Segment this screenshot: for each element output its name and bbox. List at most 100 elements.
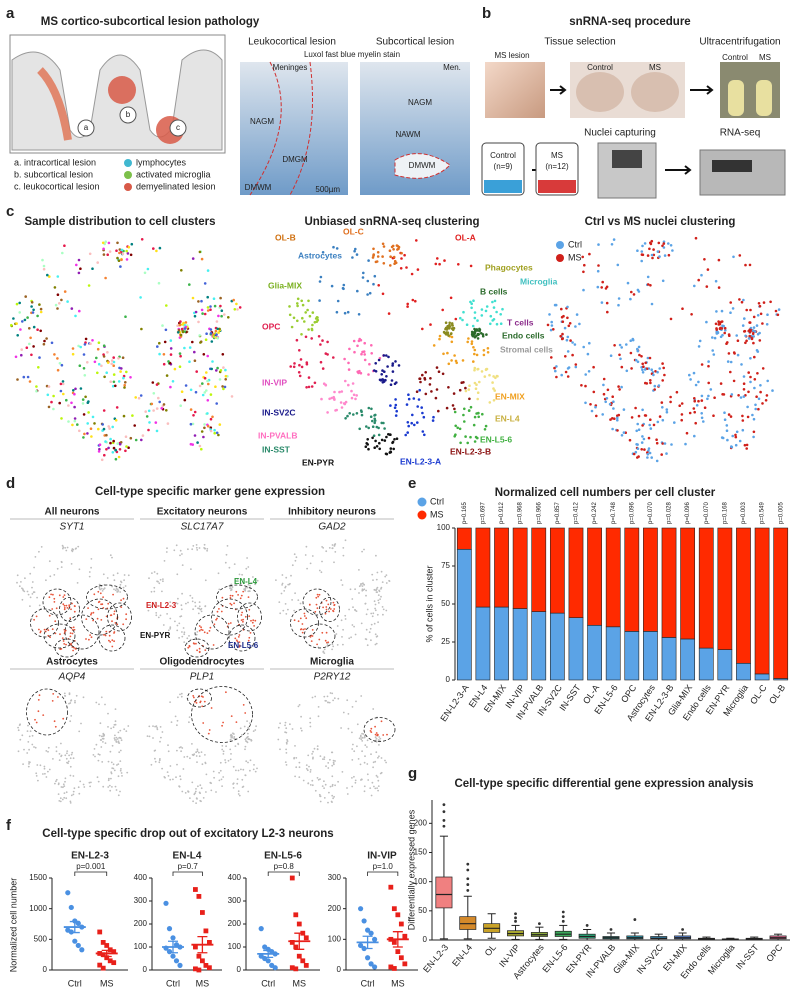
- cell-dot: [561, 332, 564, 336]
- cell-dot: [360, 622, 363, 625]
- cell-dot: [247, 732, 249, 735]
- cell-dot: [332, 797, 334, 800]
- cell-dot: [339, 401, 343, 404]
- cell-dot: [394, 398, 397, 401]
- cell-dot: [207, 382, 210, 386]
- cell-dot: [180, 608, 183, 611]
- cell-dot: [219, 369, 223, 372]
- cell-dot: [651, 256, 654, 260]
- cluster-label: EN-L4: [495, 413, 520, 423]
- panel-label: b: [482, 5, 491, 22]
- cell-dot: [316, 777, 319, 779]
- cell-dot: [63, 692, 66, 695]
- cell-dot: [111, 645, 114, 648]
- cell-dot: [181, 790, 184, 793]
- cell-dot: [421, 411, 424, 415]
- cell-dot: [44, 772, 46, 775]
- cell-dot: [53, 353, 56, 356]
- cell-dot: [255, 725, 257, 728]
- cell-dot: [300, 299, 304, 303]
- cell-dot: [689, 378, 692, 381]
- cell-dot: [245, 740, 247, 742]
- cell-dot: [346, 793, 349, 795]
- cell-dot: [27, 765, 30, 768]
- cell-dot: [199, 799, 202, 802]
- cell-dot: [374, 633, 377, 636]
- cell-dot: [111, 585, 113, 588]
- cell-dot: [311, 696, 314, 699]
- cell-dot: [372, 708, 375, 710]
- cell-dot: [341, 286, 345, 290]
- gene-name: P2RY12: [314, 672, 351, 683]
- x-tick-label: MS: [391, 978, 405, 988]
- cell-dot: [418, 388, 422, 392]
- cell-dot: [309, 725, 312, 728]
- cell-type: Astrocytes: [46, 657, 98, 668]
- cell-dot: [200, 447, 203, 451]
- cell-dot: [616, 429, 619, 432]
- cell-dot: [470, 302, 474, 306]
- cell-dot: [212, 335, 215, 338]
- cell-dot: [14, 355, 18, 359]
- cell-dot: [229, 587, 231, 590]
- cell-dot: [277, 738, 280, 741]
- cell-dot: [752, 435, 755, 439]
- cell-dot: [115, 406, 119, 409]
- cell-dot: [629, 339, 632, 343]
- cell-dot: [96, 371, 99, 375]
- cell-dot: [641, 244, 644, 248]
- cell-dot: [466, 441, 470, 445]
- cell-dot: [662, 366, 665, 370]
- cell-dot: [71, 751, 74, 754]
- cell-dot: [217, 314, 220, 318]
- cell-dot: [230, 603, 233, 606]
- cell-dot: [122, 586, 125, 589]
- cell-dot: [191, 340, 194, 344]
- cell-dot: [192, 414, 195, 417]
- cell-dot: [240, 614, 243, 616]
- cell-dot: [111, 786, 113, 788]
- cell-dot: [95, 701, 98, 704]
- cell-dot: [657, 241, 661, 245]
- cell-dot: [159, 578, 162, 581]
- cell-dot: [184, 792, 187, 794]
- cell-dot: [747, 371, 750, 374]
- cell-dot: [214, 385, 217, 389]
- cell-dot: [395, 409, 399, 413]
- cell-dot: [73, 405, 76, 409]
- cell-dot: [191, 781, 194, 784]
- cell-dot: [198, 601, 201, 603]
- cell-dot: [660, 453, 663, 456]
- cell-dot: [459, 441, 462, 445]
- cell-dot: [737, 394, 740, 397]
- cell-dot: [738, 298, 741, 301]
- cell-dot: [327, 767, 330, 769]
- cell-dot: [309, 784, 312, 786]
- cell-dot: [113, 588, 115, 591]
- cell-dot: [113, 610, 116, 613]
- cell-dot: [226, 545, 229, 547]
- cell-dot: [397, 364, 401, 367]
- cell-dot: [628, 438, 632, 442]
- cell-dot: [155, 614, 158, 617]
- cell-dot: [300, 715, 302, 718]
- cluster-label: EN-L2-3-A: [400, 456, 441, 466]
- cluster-label: Stromal cells: [500, 344, 553, 354]
- error-bar: [197, 936, 208, 954]
- cell-dot: [382, 613, 384, 616]
- cell-dot: [230, 733, 233, 736]
- cell-dot: [580, 384, 583, 387]
- cell-dot: [758, 339, 762, 342]
- cell-dot: [204, 649, 207, 651]
- cell-dot: [712, 414, 715, 418]
- cell-dot: [64, 547, 67, 549]
- cell-dot: [200, 308, 204, 312]
- panel-label: a: [6, 5, 15, 22]
- cell-dot: [561, 320, 565, 324]
- cell-dot: [86, 432, 89, 435]
- cell-dot: [113, 631, 116, 633]
- cell-dot: [28, 380, 32, 383]
- cell-dot: [76, 423, 79, 426]
- cell-dot: [447, 386, 450, 389]
- cell-dot: [726, 341, 729, 344]
